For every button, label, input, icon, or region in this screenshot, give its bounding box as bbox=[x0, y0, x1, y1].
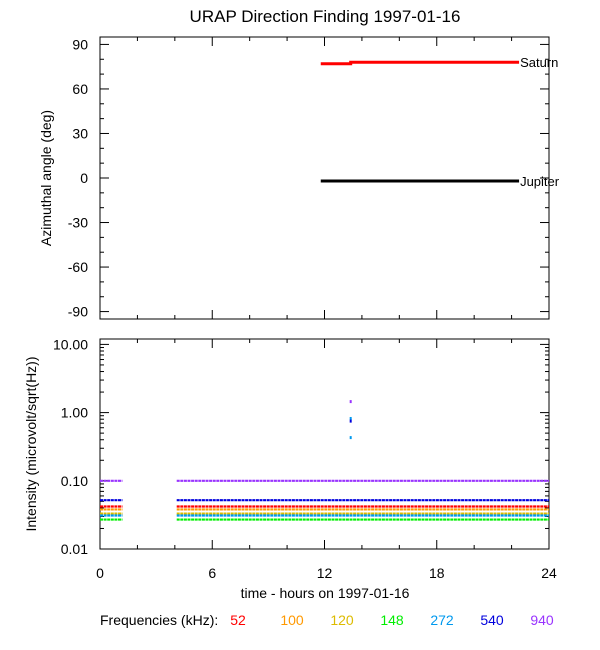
legend-item-100khz: 100 bbox=[280, 612, 304, 628]
azimuth-y-tick-label: -30 bbox=[68, 215, 88, 231]
series-label-jupiter: Jupiter bbox=[520, 174, 560, 189]
intensity-y-ticks: 10.00 1.00 0.10 0.01 bbox=[53, 336, 549, 557]
legend-item-120khz: 120 bbox=[330, 612, 354, 628]
x-tick-label: 0 bbox=[96, 565, 104, 581]
intensity-plot-frame bbox=[99, 338, 550, 550]
intensity-y-tick-label: 1.00 bbox=[61, 405, 88, 421]
azimuth-y-tick-label: -60 bbox=[68, 259, 88, 275]
azimuth-y-tick-label: 90 bbox=[72, 36, 88, 52]
x-tick-label: 18 bbox=[429, 565, 445, 581]
x-tick-label: 24 bbox=[541, 565, 557, 581]
x-tick-label: 6 bbox=[208, 565, 216, 581]
azimuth-y-ticks: 90 60 30 0 -30 -60 -90 bbox=[68, 36, 549, 320]
legend-item-940khz: 940 bbox=[530, 612, 554, 628]
intensity-y-axis-label: Intensity (microvolt/sqrt(Hz)) bbox=[23, 356, 39, 531]
azimuth-y-axis-label: Azimuthal angle (deg) bbox=[38, 110, 54, 246]
legend-items: 52 100 120 148 272 540 940 bbox=[230, 612, 554, 628]
legend-item-148khz: 148 bbox=[380, 612, 404, 628]
azimuth-panel: 90 60 30 0 -30 -60 -90 Saturn Jupiter Azimuthal… bbox=[38, 36, 560, 319]
intensity-y-tick-label: 10.00 bbox=[53, 336, 88, 352]
x-axis-label: time - hours on 1997-01-16 bbox=[241, 585, 410, 601]
azimuth-y-tick-label: 0 bbox=[80, 170, 88, 186]
intensity-series bbox=[100, 400, 549, 521]
azimuth-y-tick-label: -90 bbox=[68, 304, 88, 320]
azimuth-y-tick-label: 30 bbox=[72, 125, 88, 141]
series-line-saturn bbox=[320, 60, 520, 66]
intensity-x-ticks: 0 6 12 18 24 bbox=[96, 339, 557, 581]
azimuth-x-ticks bbox=[99, 37, 550, 319]
x-tick-label: 12 bbox=[317, 565, 333, 581]
azimuth-y-tick-label: 60 bbox=[72, 81, 88, 97]
figure-title: URAP Direction Finding 1997-01-16 bbox=[190, 7, 461, 26]
intensity-y-tick-label: 0.01 bbox=[61, 541, 88, 557]
series-label-saturn: Saturn bbox=[520, 55, 558, 70]
intensity-y-tick-label: 0.10 bbox=[61, 473, 88, 489]
legend-title: Frequencies (kHz): bbox=[100, 612, 218, 628]
legend-item-272khz: 272 bbox=[430, 612, 454, 628]
azimuth-plot-frame bbox=[99, 36, 550, 320]
legend-item-540khz: 540 bbox=[480, 612, 504, 628]
legend-item-52khz: 52 bbox=[230, 612, 246, 628]
azimuth-series: Saturn Jupiter bbox=[320, 55, 560, 189]
intensity-panel: 10.00 1.00 0.10 0.01 0 6 12 18 24 Intensity (mi… bbox=[23, 336, 557, 601]
frequency-legend: Frequencies (kHz): 52 100 120 148 272 540 940 bbox=[100, 612, 554, 628]
